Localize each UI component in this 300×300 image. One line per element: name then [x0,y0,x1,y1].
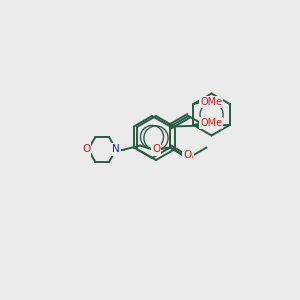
Text: N: N [112,145,120,154]
Text: O: O [82,145,90,154]
Text: O: O [183,151,191,160]
Text: O: O [152,145,160,154]
Text: O: O [184,153,193,163]
Text: OMe: OMe [200,118,222,128]
Text: OMe: OMe [200,97,222,107]
